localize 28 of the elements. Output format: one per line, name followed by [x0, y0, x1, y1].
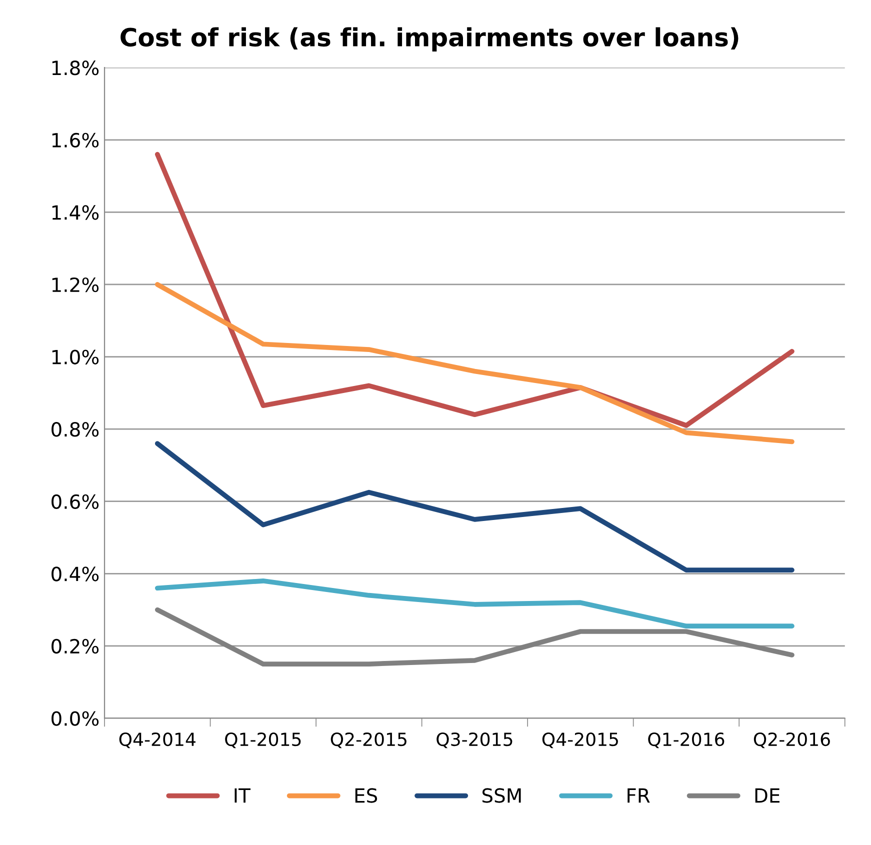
y-tick-label: 1.8% [52, 60, 99, 76]
y-tick-label: 0.2% [52, 638, 99, 654]
y-tick-label: 1.0% [52, 350, 99, 364]
x-tick-label: Q4-2014 [119, 732, 196, 748]
chart-title: Cost of risk (as fin. impairments over loans) [120, 27, 738, 52]
x-tick-label: Q4-2015 [542, 732, 618, 748]
x-tick-label: Q3-2015 [436, 732, 512, 748]
line-series [154, 441, 794, 572]
line-series [154, 282, 794, 444]
legend-label: ES [355, 788, 378, 803]
legend-label: DE [755, 788, 780, 803]
x-tick-label: Q1-2016 [648, 732, 724, 748]
y-tick-label: 1.6% [52, 132, 99, 148]
legend-label: IT [234, 788, 251, 803]
x-tick-label: Q1-2015 [225, 732, 301, 748]
line-series [154, 607, 794, 666]
line-series [154, 578, 794, 629]
x-tick-label: Q2-2015 [330, 732, 406, 748]
legend-label: FR [628, 788, 650, 803]
y-tick-label: 0.4% [52, 566, 99, 582]
y-tick-label: 0.0% [52, 711, 99, 726]
legend-label: SSM [482, 788, 521, 803]
line-series [154, 152, 794, 428]
y-tick-label: 0.8% [52, 422, 99, 437]
x-tick-label: Q2-2016 [754, 732, 830, 748]
y-tick-label: 0.6% [52, 494, 99, 510]
y-tick-label: 1.4% [52, 205, 99, 220]
y-tick-label: 1.2% [52, 277, 99, 292]
